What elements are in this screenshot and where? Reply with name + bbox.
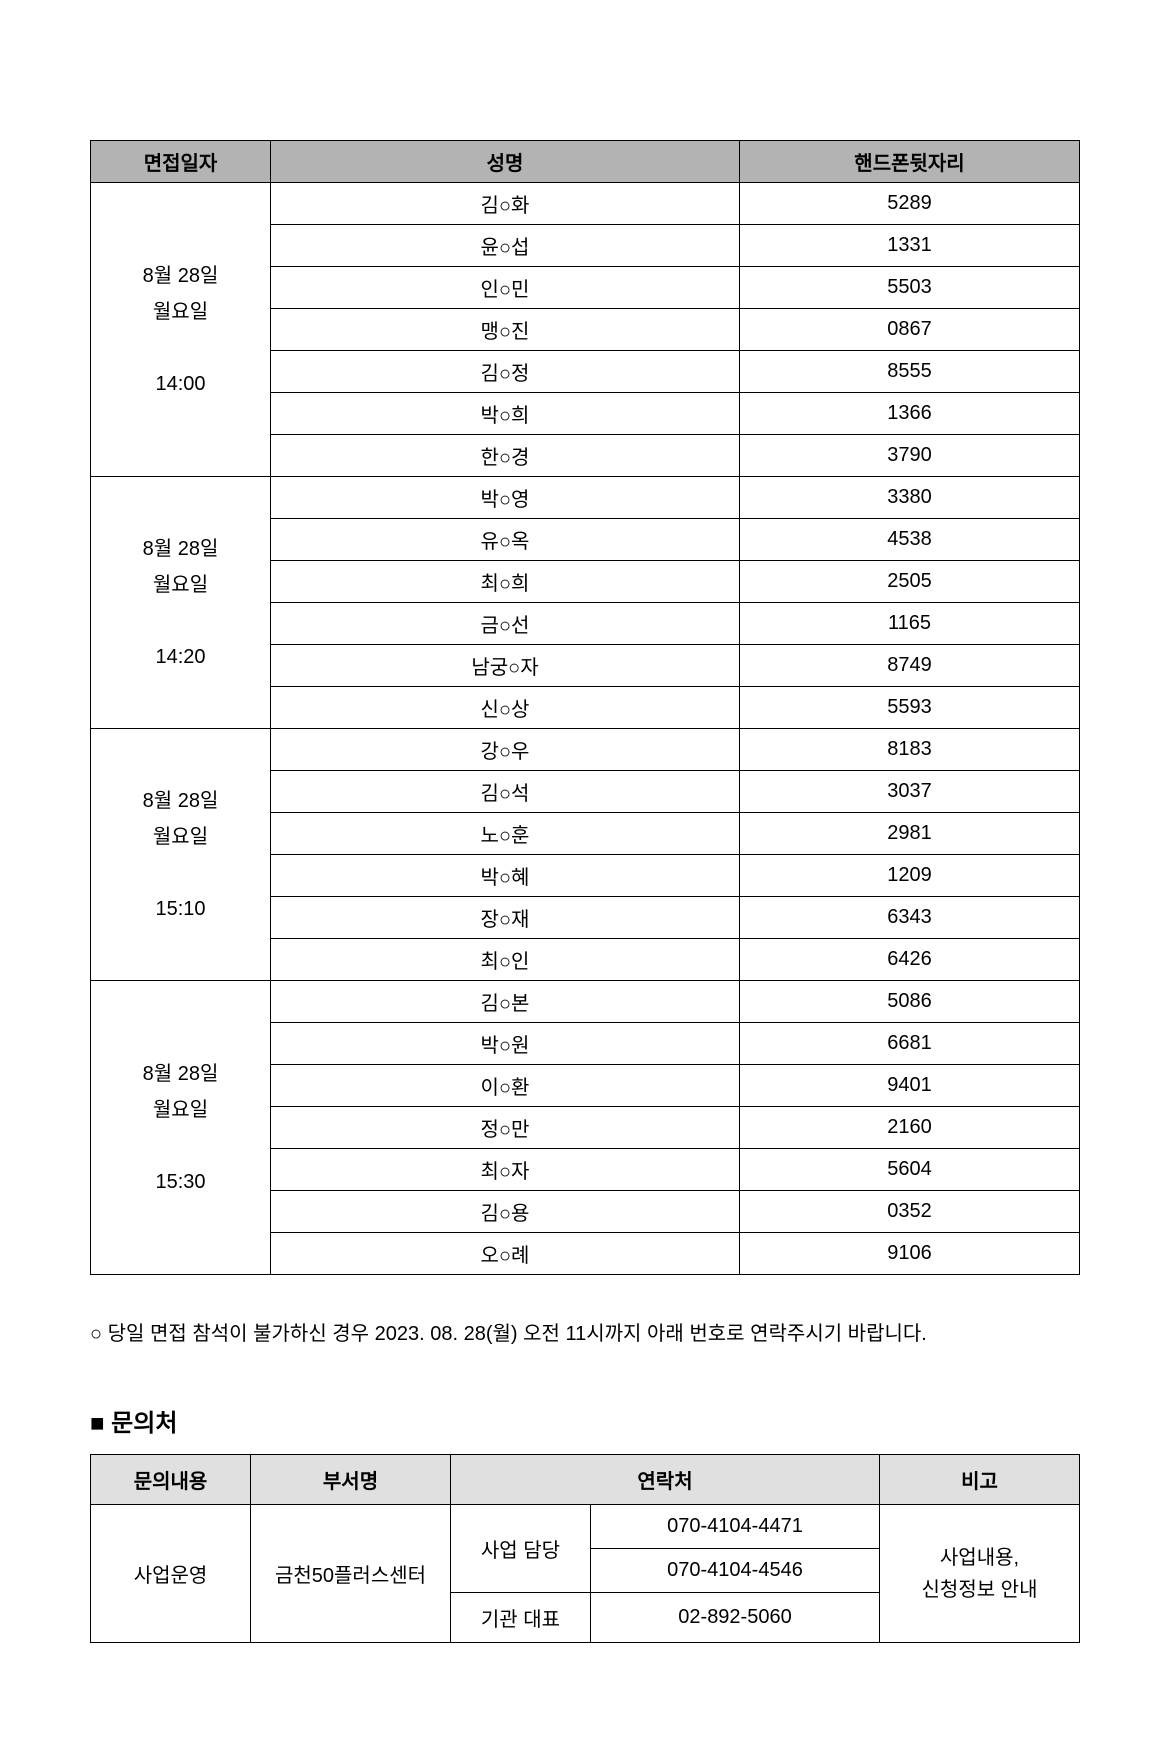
name-cell: 유○옥 <box>271 519 740 561</box>
col-header-name: 성명 <box>271 141 740 183</box>
phone-cell: 6426 <box>740 939 1080 981</box>
phone-cell: 5604 <box>740 1149 1080 1191</box>
phone-cell: 1209 <box>740 855 1080 897</box>
name-cell: 이○환 <box>271 1065 740 1107</box>
phone-cell: 0352 <box>740 1191 1080 1233</box>
phone-cell: 1165 <box>740 603 1080 645</box>
name-cell: 박○원 <box>271 1023 740 1065</box>
phone-cell: 4538 <box>740 519 1080 561</box>
name-cell: 박○희 <box>271 393 740 435</box>
contact-inquiry: 사업운영 <box>91 1505 251 1643</box>
phone-cell: 9401 <box>740 1065 1080 1107</box>
contact-col-inquiry: 문의내용 <box>91 1455 251 1505</box>
name-cell: 신○상 <box>271 687 740 729</box>
schedule-header-row: 면접일자 성명 핸드폰뒷자리 <box>91 141 1080 183</box>
name-cell: 최○인 <box>271 939 740 981</box>
phone-cell: 5086 <box>740 981 1080 1023</box>
name-cell: 박○영 <box>271 477 740 519</box>
document-page: 면접일자 성명 핸드폰뒷자리 8월 28일 월요일 14:00김○화5289윤○… <box>0 0 1170 1743</box>
name-cell: 장○재 <box>271 897 740 939</box>
name-cell: 금○선 <box>271 603 740 645</box>
contact-phone-2: 070-4104-4546 <box>591 1549 880 1593</box>
contact-role-1: 사업 담당 <box>451 1505 591 1593</box>
schedule-table-head: 면접일자 성명 핸드폰뒷자리 <box>91 141 1080 183</box>
name-cell: 최○자 <box>271 1149 740 1191</box>
col-header-date: 면접일자 <box>91 141 271 183</box>
date-cell: 8월 28일 월요일 14:20 <box>91 477 271 729</box>
contact-dept: 금천50플러스센터 <box>251 1505 451 1643</box>
phone-cell: 2160 <box>740 1107 1080 1149</box>
phone-cell: 3790 <box>740 435 1080 477</box>
contact-phone-3: 02-892-5060 <box>591 1593 880 1643</box>
notice-text: ○ 당일 면접 참석이 불가하신 경우 2023. 08. 28(월) 오전 1… <box>90 1315 1080 1353</box>
name-cell: 김○용 <box>271 1191 740 1233</box>
phone-cell: 6681 <box>740 1023 1080 1065</box>
notice-body: 당일 면접 참석이 불가하신 경우 2023. 08. 28(월) 오전 11시… <box>108 1323 927 1345</box>
contact-header-row: 문의내용 부서명 연락처 비고 <box>91 1455 1080 1505</box>
phone-cell: 1331 <box>740 225 1080 267</box>
name-cell: 김○석 <box>271 771 740 813</box>
name-cell: 오○례 <box>271 1233 740 1275</box>
name-cell: 정○만 <box>271 1107 740 1149</box>
contact-phone-1: 070-4104-4471 <box>591 1505 880 1549</box>
contact-role-2: 기관 대표 <box>451 1593 591 1643</box>
col-header-phone: 핸드폰뒷자리 <box>740 141 1080 183</box>
name-cell: 김○정 <box>271 351 740 393</box>
phone-cell: 1366 <box>740 393 1080 435</box>
table-row: 8월 28일 월요일 15:10강○우8183 <box>91 729 1080 771</box>
name-cell: 박○혜 <box>271 855 740 897</box>
name-cell: 최○희 <box>271 561 740 603</box>
name-cell: 윤○섭 <box>271 225 740 267</box>
schedule-table: 면접일자 성명 핸드폰뒷자리 8월 28일 월요일 14:00김○화5289윤○… <box>90 140 1080 1275</box>
contact-table-head: 문의내용 부서명 연락처 비고 <box>91 1455 1080 1505</box>
phone-cell: 3037 <box>740 771 1080 813</box>
phone-cell: 8555 <box>740 351 1080 393</box>
name-cell: 인○민 <box>271 267 740 309</box>
name-cell: 김○본 <box>271 981 740 1023</box>
date-cell: 8월 28일 월요일 15:10 <box>91 729 271 981</box>
contact-table: 문의내용 부서명 연락처 비고 사업운영 금천50플러스센터 사업 담당 070… <box>90 1454 1080 1643</box>
date-cell: 8월 28일 월요일 14:00 <box>91 183 271 477</box>
name-cell: 한○경 <box>271 435 740 477</box>
name-cell: 맹○진 <box>271 309 740 351</box>
name-cell: 김○화 <box>271 183 740 225</box>
schedule-table-body: 8월 28일 월요일 14:00김○화5289윤○섭1331인○민5503맹○진… <box>91 183 1080 1275</box>
phone-cell: 8183 <box>740 729 1080 771</box>
phone-cell: 5503 <box>740 267 1080 309</box>
table-row: 8월 28일 월요일 14:20박○영3380 <box>91 477 1080 519</box>
contact-col-remark: 비고 <box>880 1455 1080 1505</box>
phone-cell: 2981 <box>740 813 1080 855</box>
phone-cell: 3380 <box>740 477 1080 519</box>
phone-cell: 5593 <box>740 687 1080 729</box>
date-cell: 8월 28일 월요일 15:30 <box>91 981 271 1275</box>
name-cell: 노○훈 <box>271 813 740 855</box>
phone-cell: 2505 <box>740 561 1080 603</box>
name-cell: 강○우 <box>271 729 740 771</box>
contact-table-body: 사업운영 금천50플러스센터 사업 담당 070-4104-4471 사업내용,… <box>91 1505 1080 1643</box>
phone-cell: 0867 <box>740 309 1080 351</box>
table-row: 8월 28일 월요일 15:30김○본5086 <box>91 981 1080 1023</box>
phone-cell: 9106 <box>740 1233 1080 1275</box>
notice-bullet: ○ <box>90 1323 102 1345</box>
contact-col-phone: 연락처 <box>451 1455 880 1505</box>
phone-cell: 6343 <box>740 897 1080 939</box>
contact-row: 사업운영 금천50플러스센터 사업 담당 070-4104-4471 사업내용,… <box>91 1505 1080 1549</box>
phone-cell: 5289 <box>740 183 1080 225</box>
table-row: 8월 28일 월요일 14:00김○화5289 <box>91 183 1080 225</box>
contact-remark: 사업내용, 신청정보 안내 <box>880 1505 1080 1643</box>
phone-cell: 8749 <box>740 645 1080 687</box>
contact-heading: ■ 문의처 <box>90 1403 1080 1438</box>
notice-block: ○ 당일 면접 참석이 불가하신 경우 2023. 08. 28(월) 오전 1… <box>90 1315 1080 1353</box>
contact-col-dept: 부서명 <box>251 1455 451 1505</box>
name-cell: 남궁○자 <box>271 645 740 687</box>
